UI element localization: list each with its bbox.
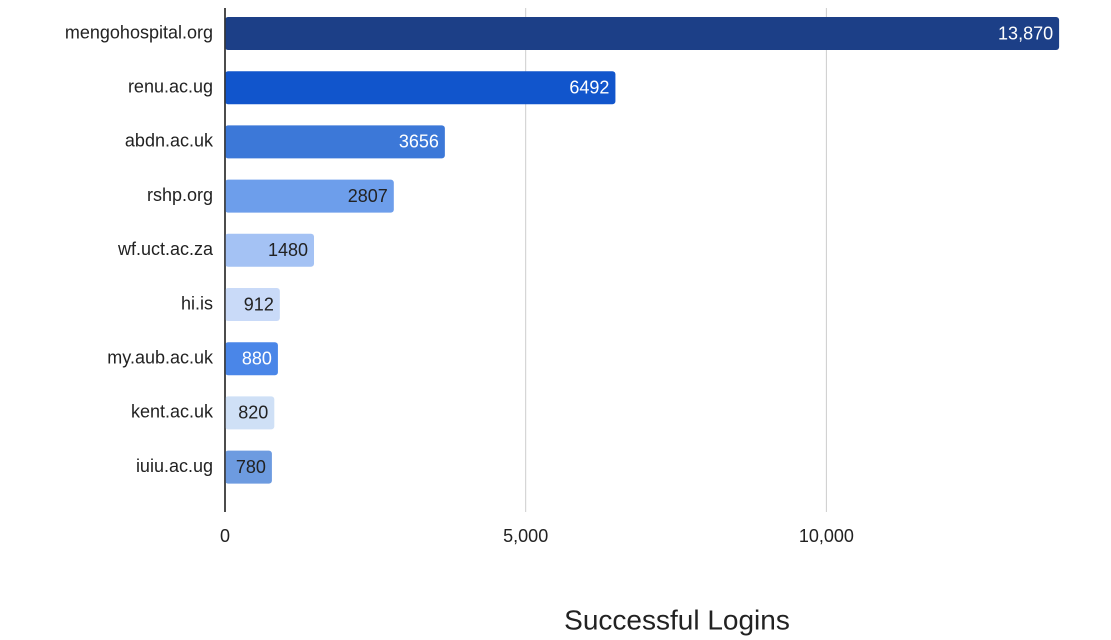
y-tick-label: mengohospital.org (65, 22, 213, 42)
data-label: 912 (244, 294, 274, 314)
bar (225, 179, 394, 213)
bar (225, 125, 445, 159)
data-label: 13,870 (998, 23, 1053, 43)
bar (225, 450, 272, 484)
y-tick-label: hi.is (181, 293, 213, 313)
bar (225, 233, 315, 267)
data-label: 6492 (569, 77, 609, 97)
y-tick-label: iuiu.ac.ug (136, 456, 213, 476)
y-tick-label: abdn.ac.uk (125, 131, 214, 151)
y-tick-label: renu.ac.ug (128, 76, 213, 96)
y-tick-label: rshp.org (147, 185, 213, 205)
bar (225, 396, 275, 430)
data-label: 3656 (399, 132, 439, 152)
y-tick-label: wf.uct.ac.za (117, 239, 214, 259)
bar (225, 342, 278, 376)
data-label: 880 (242, 348, 272, 368)
data-label: 1480 (268, 240, 308, 260)
x-tick-label: 10,000 (799, 526, 854, 546)
y-tick-label: my.aub.ac.uk (107, 347, 214, 367)
x-axis-title: Successful Logins (564, 604, 790, 635)
data-label: 820 (238, 403, 268, 423)
bar (225, 71, 616, 105)
bar (225, 17, 1060, 50)
y-tick-label: kent.ac.uk (131, 402, 214, 422)
x-tick-label: 5,000 (503, 526, 548, 546)
data-label: 2807 (348, 186, 388, 206)
data-label: 780 (236, 457, 266, 477)
x-tick-label: 0 (220, 526, 230, 546)
bar (225, 288, 280, 321)
